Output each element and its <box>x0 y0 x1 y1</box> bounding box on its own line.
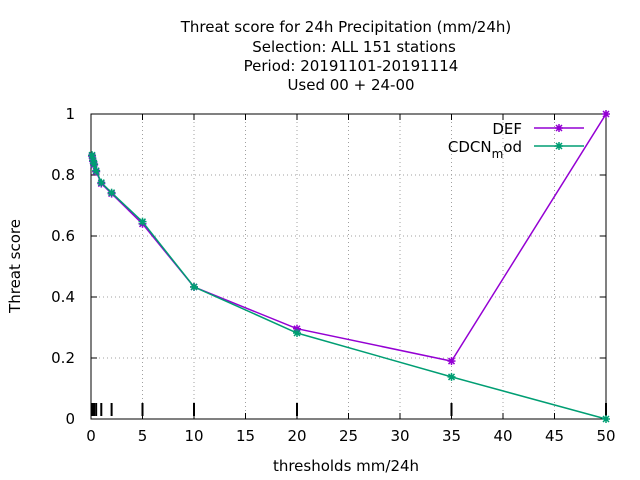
x-tick-label-5: 25 <box>339 427 358 445</box>
y-tick-label-1: 0.2 <box>51 349 75 367</box>
legend-label-cdcn-sub: m <box>492 147 504 161</box>
x-tick-label-4: 20 <box>287 427 306 445</box>
x-tick-label-3: 15 <box>236 427 255 445</box>
point-cdcn-mod-8 <box>293 328 301 337</box>
point-cdcn-mod-6-dot <box>140 219 145 224</box>
point-cdcn-mod-6 <box>138 217 147 226</box>
y-axis-label: Threat score <box>6 219 24 314</box>
point-cdcn-mod-9 <box>447 372 456 381</box>
x-tick-label-0: 0 <box>86 427 96 445</box>
point-cdcn-mod-10 <box>602 415 610 423</box>
series <box>88 110 610 423</box>
point-def-9 <box>447 357 456 366</box>
grid <box>91 114 606 419</box>
legend-label-cdcn: CDCNmod <box>448 138 522 161</box>
point-cdcn-mod-2 <box>90 160 99 169</box>
legend-marker-cdcn-mod-dot <box>556 143 562 149</box>
point-cdcn-mod-3-dot <box>93 168 99 173</box>
x-tick-label-7: 35 <box>442 427 461 445</box>
y-tick-label-3: 0.6 <box>51 227 75 245</box>
legend: DEF CDCNmod <box>448 120 584 161</box>
point-cdcn-mod-7-dot <box>191 284 197 290</box>
y-tick-label-2: 0.4 <box>51 288 75 306</box>
x-axis-label: thresholds mm/24h <box>273 457 419 475</box>
title-line-4: Used 00 + 24-00 <box>287 76 414 94</box>
legend-marker-cdcn-mod <box>555 142 563 150</box>
point-cdcn-mod-2-dot <box>91 161 97 167</box>
legend-label-def: DEF <box>492 120 522 138</box>
y-tick-label-4: 0.8 <box>51 166 75 184</box>
point-cdcn-mod-0 <box>88 151 97 160</box>
point-def-10-dot <box>603 111 609 117</box>
point-cdcn-mod-3 <box>92 166 101 175</box>
point-def-10 <box>602 110 610 118</box>
point-def-9-dot <box>449 358 454 364</box>
point-cdcn-mod-5 <box>107 188 116 197</box>
point-cdcn-mod-7 <box>190 282 198 291</box>
y-tick-labels: 0 0.2 0.4 0.6 0.8 1 <box>51 105 75 428</box>
series-def <box>88 110 610 366</box>
threshold-markers <box>91 403 607 416</box>
point-cdcn-mod-4 <box>97 178 106 187</box>
legend-marker-def-dot <box>556 125 562 131</box>
point-def-8-dot <box>294 326 300 331</box>
legend-marker-def <box>555 124 563 132</box>
x-tick-label-10: 50 <box>596 427 615 445</box>
legend-samples <box>534 124 584 150</box>
legend-label-cdcn-rest: od <box>503 138 522 156</box>
x-tick-label-8: 40 <box>493 427 512 445</box>
x-tick-label-2: 10 <box>184 427 203 445</box>
point-cdcn-mod-0-dot <box>89 152 95 158</box>
series-cdcn-mod <box>88 151 610 423</box>
chart-title: Threat score for 24h Precipitation (mm/2… <box>180 18 512 94</box>
point-cdcn-mod-8-dot <box>294 330 300 336</box>
title-line-3: Period: 20191101-20191114 <box>244 57 459 75</box>
x-tick-label-9: 45 <box>545 427 564 445</box>
title-line-1: Threat score for 24h Precipitation (mm/2… <box>180 18 512 36</box>
y-tick-label-5: 1 <box>65 105 75 123</box>
x-tick-labels: 0 5 10 15 20 25 30 35 40 45 50 <box>86 427 615 445</box>
x-tick-label-1: 5 <box>138 427 148 445</box>
x-tick-label-6: 30 <box>390 427 409 445</box>
legend-label-cdcn-main: CDCN <box>448 138 492 156</box>
series-line-def <box>91 113 607 362</box>
title-line-2: Selection: ALL 151 stations <box>252 38 456 56</box>
point-cdcn-mod-4-dot <box>99 180 104 185</box>
point-cdcn-mod-1 <box>89 156 98 165</box>
point-cdcn-mod-5-dot <box>109 190 114 195</box>
y-tick-label-0: 0 <box>65 410 75 428</box>
point-cdcn-mod-9-dot <box>449 374 454 380</box>
point-cdcn-mod-10-dot <box>603 416 609 422</box>
